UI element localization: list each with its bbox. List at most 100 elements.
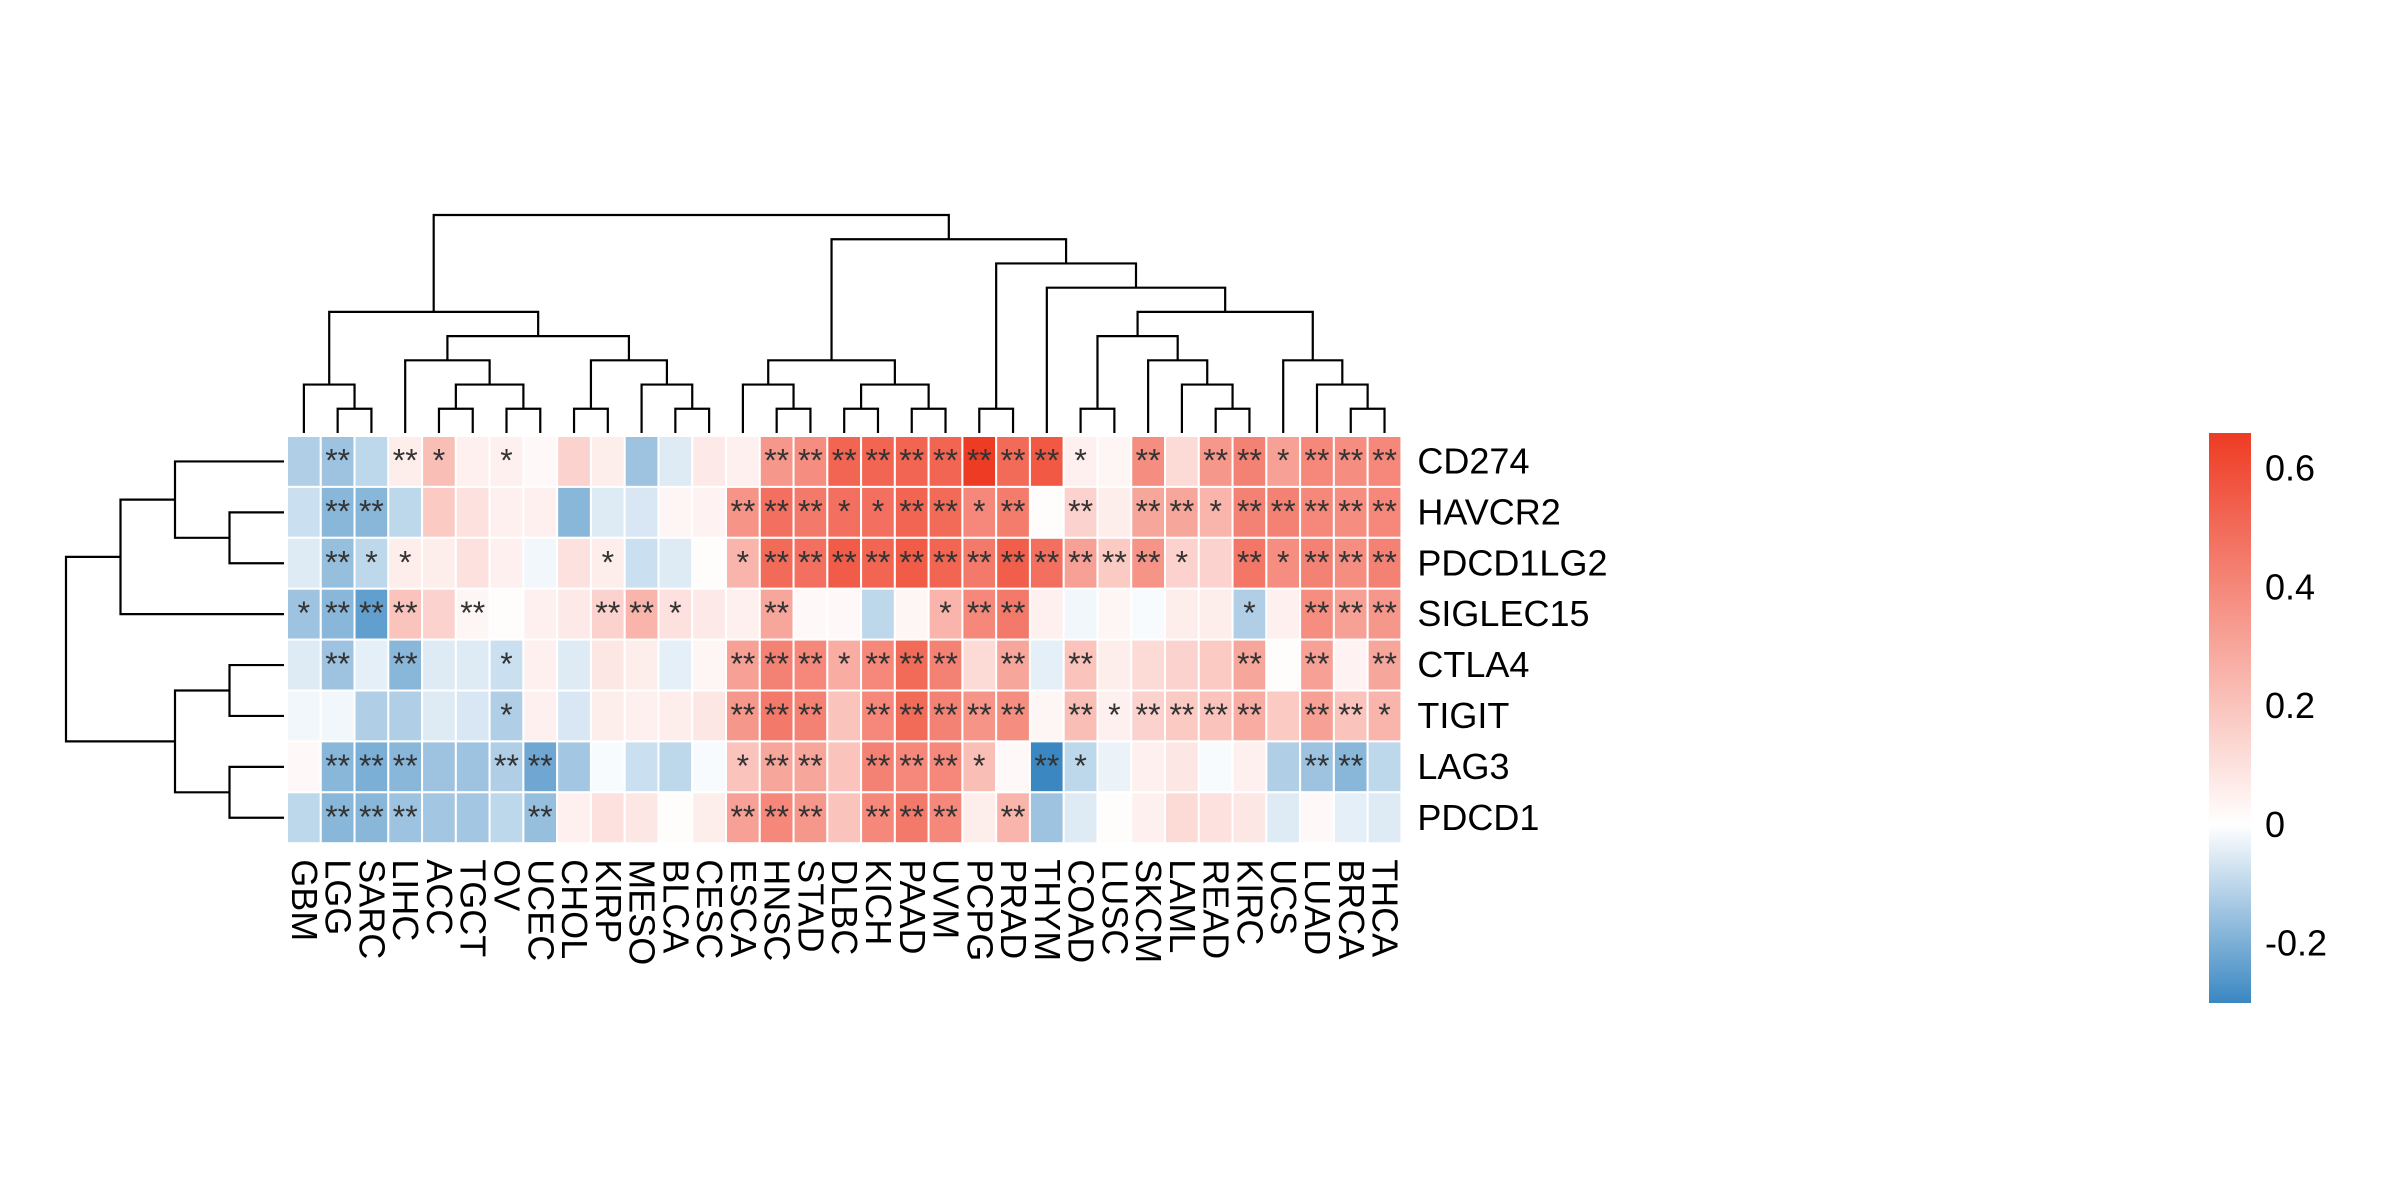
dendrogram-branch [995, 262, 1138, 409]
heatmap-cell [286, 485, 322, 539]
heatmap-cell [657, 485, 694, 539]
significance-mark: * [500, 442, 512, 478]
heatmap-cell [319, 740, 356, 794]
significance-mark: ** [1372, 493, 1397, 529]
dendrogram-branch [228, 663, 284, 718]
dendrogram-branch [446, 335, 631, 361]
significance-mark: ** [393, 646, 418, 682]
column-label: READ [1196, 859, 1237, 959]
heatmap-cell [522, 791, 559, 845]
significance-mark: ** [832, 544, 857, 580]
column-label: SKCM [1128, 859, 1169, 963]
significance-mark: ** [866, 697, 891, 733]
heatmap-cell [1096, 791, 1133, 845]
significance-mark: * [1176, 544, 1188, 580]
heatmap-cell [1265, 587, 1302, 641]
color-scale-tick-label: -0.2 [2265, 923, 2327, 964]
heatmap-cell [893, 638, 930, 692]
color-legend: -0.2 0 0.2 0.4 0.6 [2209, 433, 2327, 1003]
heatmap-cell [961, 485, 998, 539]
heatmap-cell [691, 587, 728, 641]
column-label: THCA [1365, 859, 1406, 957]
heatmap-cell [454, 638, 491, 692]
column-label: TGCT [453, 859, 494, 957]
significance-mark: ** [1169, 493, 1194, 529]
heatmap-cell [1164, 689, 1200, 743]
significance-mark: ** [629, 595, 654, 631]
significance-mark: * [669, 595, 681, 631]
significance-mark: * [1378, 697, 1390, 733]
significance-mark: ** [899, 748, 924, 784]
significance-mark: ** [359, 595, 384, 631]
significance-mark: ** [899, 544, 924, 580]
heatmap-cell [421, 485, 457, 539]
heatmap-cell [1028, 485, 1065, 539]
heatmap-cell [556, 435, 592, 488]
heatmap-cell [1265, 740, 1302, 794]
heatmap-cell [691, 689, 728, 743]
significance-mark: ** [528, 748, 553, 784]
dendrogram-branch [1136, 310, 1314, 361]
significance-mark: ** [933, 442, 958, 478]
heatmap-cell [826, 689, 863, 743]
heatmap-cell [286, 689, 322, 743]
heatmap-cell [1028, 689, 1065, 743]
heatmap-cell [1130, 536, 1167, 590]
dendrogram-branch [1096, 335, 1179, 409]
significance-mark: ** [1001, 697, 1026, 733]
dendrogram-branch [1349, 407, 1386, 433]
heatmap-cell [1265, 536, 1302, 590]
significance-mark: ** [494, 748, 519, 784]
column-label: OV [487, 859, 528, 911]
heatmap-cell [1366, 587, 1403, 641]
heatmap-cell [1028, 587, 1065, 641]
column-label: BRCA [1331, 859, 1372, 959]
heatmap-cell [961, 791, 998, 845]
heatmap-cell [488, 485, 525, 539]
significance-mark: * [939, 595, 951, 631]
heatmap-cell [1265, 689, 1302, 743]
significance-mark: ** [899, 442, 924, 478]
heatmap-cell [1096, 638, 1133, 692]
significance-mark: ** [1372, 544, 1397, 580]
heatmap-cell [1231, 791, 1268, 845]
significance-mark: * [500, 697, 512, 733]
heatmap-cell [454, 689, 491, 743]
color-scale-tick-label: 0.4 [2265, 566, 2315, 607]
significance-mark: ** [764, 544, 789, 580]
heatmap-cell [1096, 587, 1133, 641]
significance-mark: ** [933, 697, 958, 733]
dendrogram-branch [910, 407, 947, 433]
heatmap-cell [454, 740, 491, 794]
significance-mark: ** [899, 697, 924, 733]
heatmap-cell [1197, 740, 1234, 794]
dendrogram-branch [336, 407, 373, 433]
heatmap-cell [1197, 791, 1234, 845]
column-label: KIRP [588, 859, 629, 943]
heatmap-cell [1332, 791, 1369, 845]
heatmap-cell [1197, 689, 1234, 743]
heatmap-cell [1130, 587, 1167, 641]
significance-mark: ** [393, 748, 418, 784]
column-label: ESCA [723, 859, 764, 957]
heatmap-cell [1332, 587, 1369, 641]
heatmap-cell [387, 435, 424, 488]
heatmap-cell [826, 536, 863, 590]
heatmap-cell [657, 740, 694, 794]
heatmap-cell [454, 435, 491, 488]
significance-mark: * [1074, 442, 1086, 478]
heatmap-cell [454, 536, 491, 590]
heatmap-cell [995, 485, 1031, 539]
heatmap-cell [286, 740, 322, 794]
column-label: SARC [351, 859, 392, 959]
significance-mark: ** [730, 646, 755, 682]
heatmap-cell [792, 435, 829, 488]
significance-mark: ** [1001, 799, 1026, 835]
dendrogram-branch [173, 460, 284, 539]
column-label: CHOL [554, 859, 595, 959]
heatmap-cell [1366, 435, 1403, 488]
heatmap-cell [1332, 485, 1369, 539]
significance-mark: ** [866, 799, 891, 835]
significance-mark: ** [393, 442, 418, 478]
